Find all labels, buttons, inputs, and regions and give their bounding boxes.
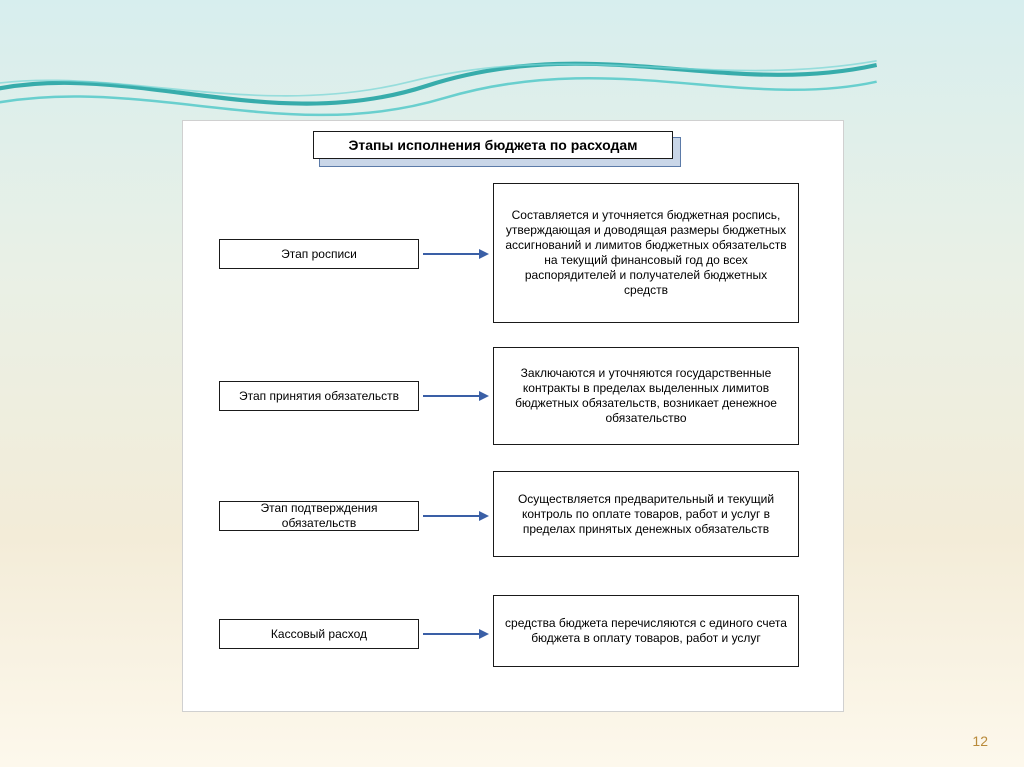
stage-label: Кассовый расход <box>271 627 367 642</box>
arrow-4 <box>423 633 489 635</box>
stage-label: Этап принятия обязательств <box>239 389 399 404</box>
stage-box-1: Этап росписи <box>219 239 419 269</box>
desc-box-1: Составляется и уточняется бюджетная росп… <box>493 183 799 323</box>
diagram-title: Этапы исполнения бюджета по расходам <box>313 131 673 159</box>
stage-label: Этап подтверждения обязательств <box>228 501 410 531</box>
page-number: 12 <box>972 733 988 749</box>
desc-box-4: средства бюджета перечисляются с единого… <box>493 595 799 667</box>
desc-text: средства бюджета перечисляются с единого… <box>502 616 790 646</box>
diagram-title-text: Этапы исполнения бюджета по расходам <box>348 137 637 153</box>
desc-box-2: Заключаются и уточняются государственные… <box>493 347 799 445</box>
stage-box-2: Этап принятия обязательств <box>219 381 419 411</box>
desc-text: Составляется и уточняется бюджетная росп… <box>502 208 790 298</box>
stage-box-3: Этап подтверждения обязательств <box>219 501 419 531</box>
desc-text: Осуществляется предварительный и текущий… <box>502 492 790 537</box>
content-card: Этапы исполнения бюджета по расходам Эта… <box>182 120 844 712</box>
arrow-1 <box>423 253 489 255</box>
slide: Этапы исполнения бюджета по расходам Эта… <box>0 0 1024 767</box>
desc-text: Заключаются и уточняются государственные… <box>502 366 790 426</box>
stage-box-4: Кассовый расход <box>219 619 419 649</box>
stage-label: Этап росписи <box>281 247 357 262</box>
arrow-2 <box>423 395 489 397</box>
desc-box-3: Осуществляется предварительный и текущий… <box>493 471 799 557</box>
arrow-3 <box>423 515 489 517</box>
